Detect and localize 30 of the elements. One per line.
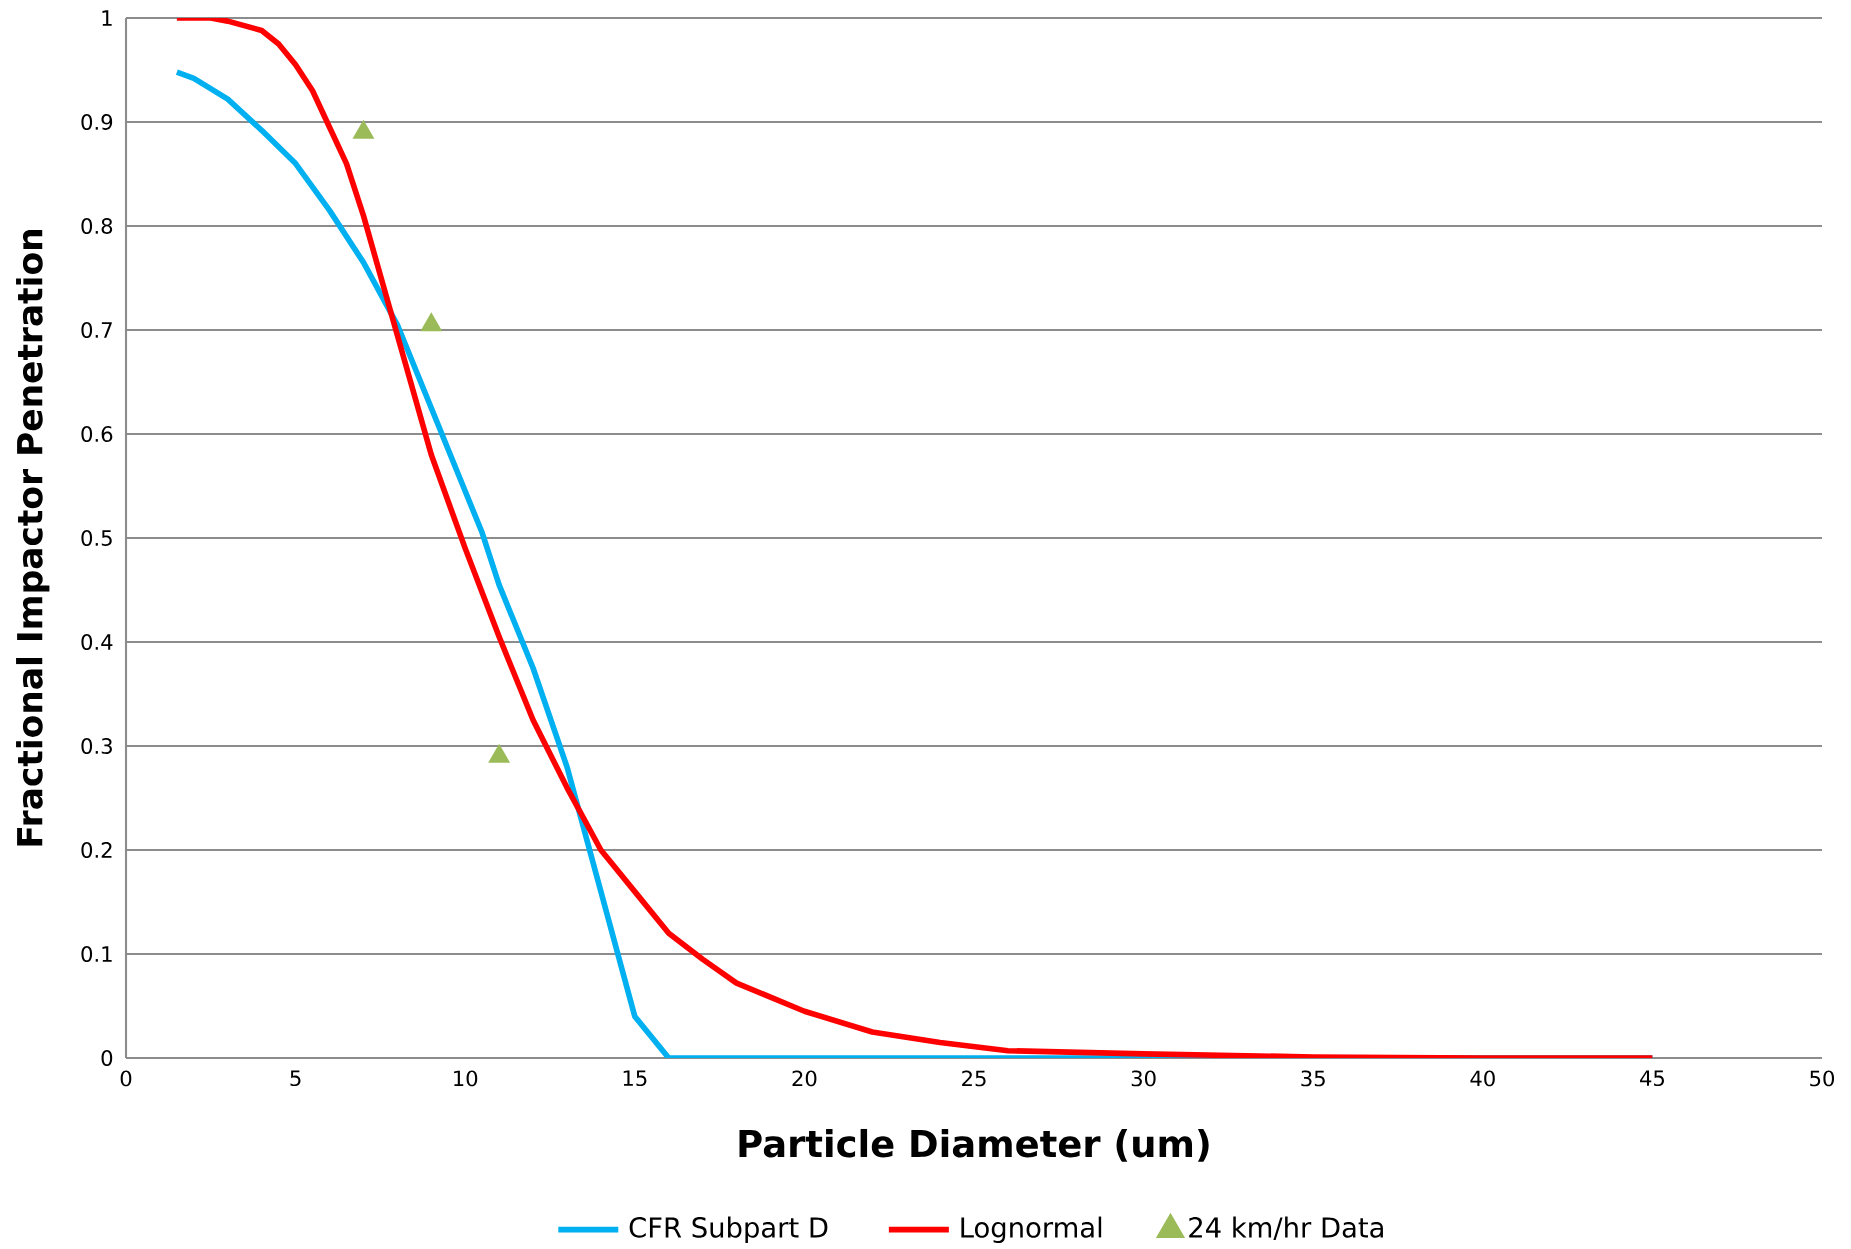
x-tick-label: 25 [962,1070,986,1087]
x-tick-label: 45 [1640,1070,1664,1087]
point [352,120,374,139]
y-tick-label: 0.8 [81,218,113,234]
y-tick-label: 0 [101,1050,113,1066]
x-tick-label: 10 [454,1070,478,1087]
x-tick-label: 0 [120,1070,132,1087]
x-tick-label: 50 [1810,1070,1835,1087]
legend-label: 24 km/hr Data [1189,1216,1383,1240]
x-tick-label: 15 [623,1070,647,1087]
x-tick-label: 30 [1131,1070,1156,1087]
y-tick-label: 0.3 [81,738,112,754]
legend-label: CFR Subpart D [629,1216,828,1244]
y-axis-title: Fractional Impactor Penetration [16,230,50,846]
x-axis-title: Particle Diameter (um) [739,1128,1209,1162]
y-tick-label: 0.6 [81,426,113,442]
y-tick-label: 0.4 [81,634,113,650]
y-tick-label: 0.5 [81,530,112,546]
x-tick-label: 35 [1301,1070,1325,1087]
y-tick-label: 0.9 [81,114,113,130]
x-tick-label: 40 [1470,1070,1495,1087]
y-tick-label: 0.7 [81,322,112,338]
y-tick-label: 0.1 [81,946,112,962]
legend-label: Lognormal [961,1216,1102,1244]
y-tick-label: 1 [102,10,112,26]
point [488,744,510,763]
y-tick-label: 0.2 [81,842,112,858]
point [420,312,442,332]
x-tick-label: 5 [290,1070,301,1087]
x-tick-label: 20 [792,1070,817,1087]
